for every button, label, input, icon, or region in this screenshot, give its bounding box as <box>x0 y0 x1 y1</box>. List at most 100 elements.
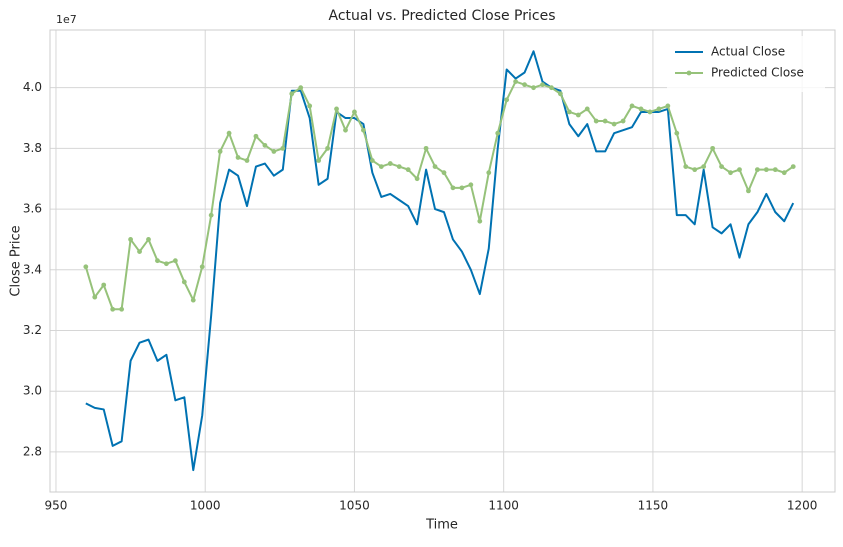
data-point <box>307 103 313 109</box>
data-point <box>665 103 671 109</box>
data-point <box>119 306 125 312</box>
plot-area <box>50 30 835 492</box>
data-point <box>495 130 501 136</box>
data-point <box>369 158 375 163</box>
data-point <box>611 121 617 127</box>
data-point <box>414 176 420 182</box>
data-point <box>172 258 178 264</box>
series-line <box>84 80 794 311</box>
data-point <box>396 164 402 169</box>
data-point <box>450 185 456 191</box>
data-point <box>325 145 330 151</box>
data-point <box>217 149 223 154</box>
data-point <box>746 188 751 194</box>
y-tick-label: 3.0 <box>23 384 42 398</box>
series-line <box>85 50 795 472</box>
data-point <box>602 118 608 124</box>
data-point <box>289 91 295 97</box>
data-point <box>262 142 268 148</box>
y-tick-label: 2.8 <box>23 444 42 458</box>
data-point <box>352 109 357 115</box>
data-point <box>146 237 151 242</box>
data-point <box>298 85 304 91</box>
chart-title: Actual vs. Predicted Close Prices <box>329 8 556 24</box>
data-point <box>271 149 277 154</box>
y-tick-label: 3.8 <box>23 141 42 155</box>
data-point <box>728 170 733 176</box>
data-point <box>772 167 778 173</box>
data-point <box>504 97 510 103</box>
data-point <box>316 158 322 163</box>
data-point <box>557 91 563 97</box>
data-point <box>781 170 787 176</box>
data-point <box>513 79 519 85</box>
data-point <box>423 145 429 151</box>
x-tick-label: 1150 <box>638 499 669 513</box>
x-tick-label: 1100 <box>488 499 519 513</box>
y-offset-label: 1e7 <box>56 13 77 26</box>
data-point <box>190 297 196 303</box>
data-point <box>137 249 142 254</box>
data-point <box>280 145 286 151</box>
data-point <box>692 167 698 173</box>
data-point <box>790 164 796 169</box>
plot-frame <box>49 29 836 493</box>
data-point <box>101 282 107 288</box>
legend-label: Actual Close <box>711 45 785 59</box>
data-point <box>361 127 366 133</box>
x-tick-label: 1000 <box>190 499 221 513</box>
data-point <box>593 118 599 124</box>
data-point <box>540 82 545 88</box>
data-point <box>343 127 348 133</box>
data-point <box>226 130 232 136</box>
data-point <box>83 264 89 270</box>
data-point <box>737 167 742 173</box>
data-point <box>584 106 590 112</box>
data-point <box>110 306 116 312</box>
data-point <box>647 109 653 115</box>
data-point <box>710 145 716 151</box>
data-point <box>208 212 214 218</box>
y-tick-label: 3.6 <box>23 202 42 216</box>
data-point <box>334 106 339 112</box>
data-point <box>620 118 626 124</box>
data-point <box>575 112 581 118</box>
data-point <box>155 258 160 264</box>
legend-marker <box>686 70 692 76</box>
y-tick-label: 3.2 <box>23 323 42 337</box>
data-point <box>486 170 492 176</box>
data-point <box>701 164 707 169</box>
data-point <box>92 294 98 300</box>
data-point <box>441 170 447 176</box>
data-point <box>674 130 680 136</box>
data-point <box>477 218 483 224</box>
legend-label: Predicted Close <box>711 66 804 80</box>
data-point <box>432 164 438 169</box>
data-point <box>199 264 205 270</box>
data-point <box>244 158 250 163</box>
x-axis-label: Time <box>425 518 458 533</box>
data-point <box>522 82 527 88</box>
data-point <box>719 164 724 169</box>
data-point <box>683 164 689 169</box>
x-tick-label: 1050 <box>339 499 370 513</box>
data-point <box>549 85 554 91</box>
data-point <box>459 185 465 191</box>
y-tick-label: 4.0 <box>23 80 42 94</box>
data-point <box>128 237 133 242</box>
data-point <box>638 106 644 112</box>
x-tick-label: 1200 <box>787 499 818 513</box>
data-point <box>164 261 169 267</box>
data-point <box>566 109 572 115</box>
y-axis-label: Close Price <box>9 225 24 296</box>
data-point <box>181 279 187 285</box>
data-point <box>253 133 259 139</box>
data-point <box>235 155 241 160</box>
legend: Actual Close Predicted Close <box>667 36 825 92</box>
data-point <box>763 167 769 173</box>
x-tick-label: 950 <box>45 499 68 513</box>
legend-box <box>667 36 825 92</box>
data-point <box>405 167 411 173</box>
